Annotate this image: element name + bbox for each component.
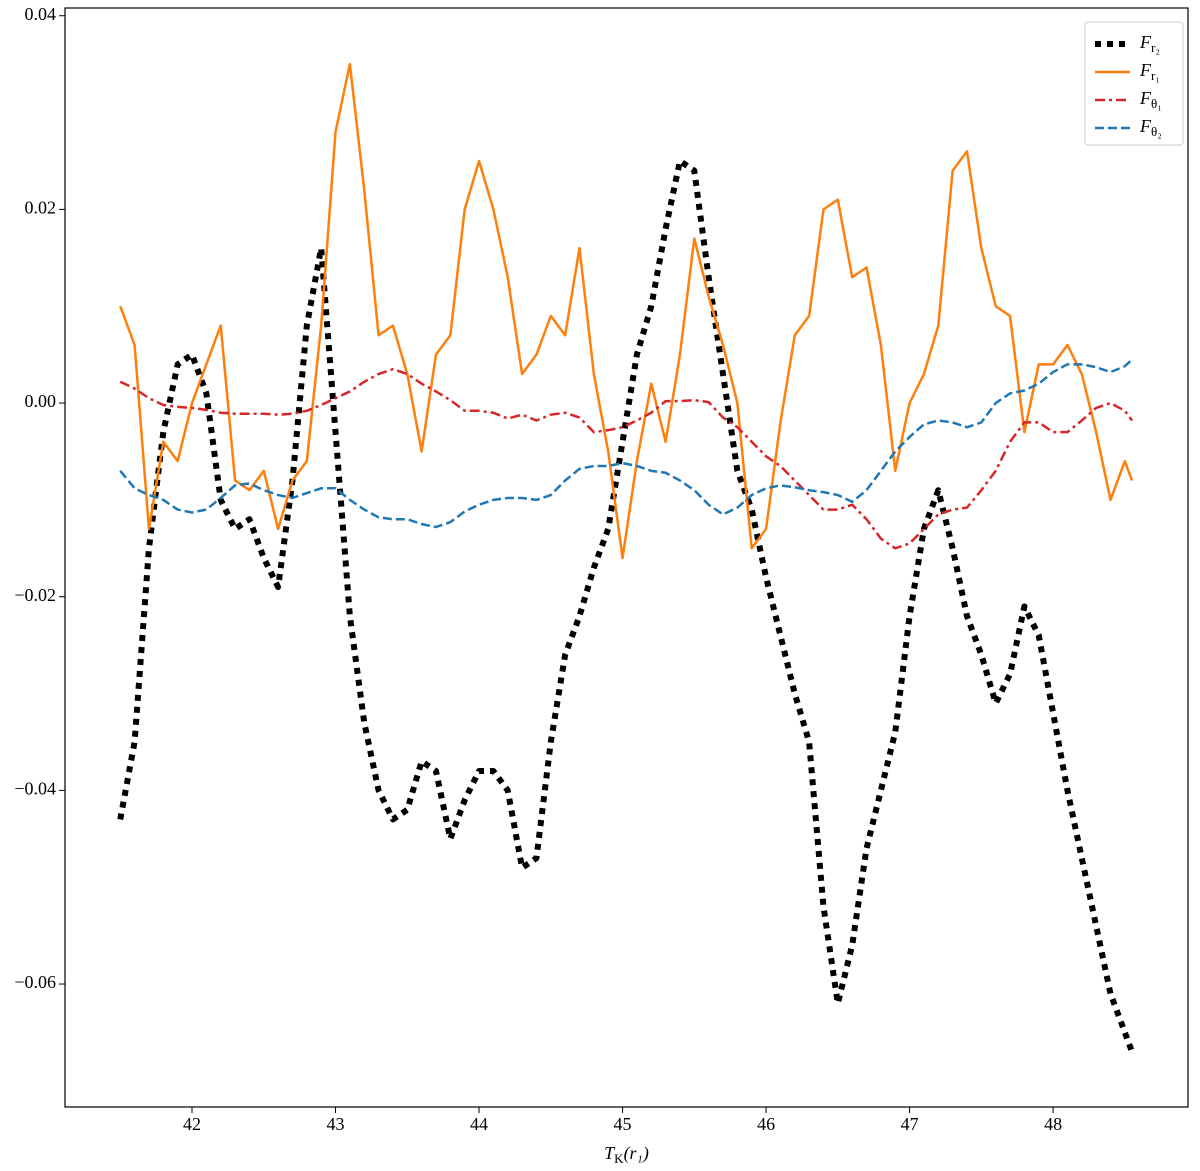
y-tick-label: 0.04 <box>25 4 57 24</box>
x-tick-label: 42 <box>183 1114 201 1134</box>
y-tick-label: −0.02 <box>14 585 56 605</box>
y-tick-label: −0.04 <box>14 778 56 798</box>
x-tick-label: 45 <box>614 1114 632 1134</box>
legend-label-part: r₁ <box>1151 68 1160 83</box>
x-axis-label-part: K <box>614 1151 624 1166</box>
y-tick-label: 0.02 <box>25 198 57 218</box>
legend-label-part: r₂ <box>1151 40 1160 55</box>
x-tick-label: 47 <box>901 1114 919 1134</box>
x-axis-label: TK(r₁) <box>604 1143 649 1166</box>
x-tick-label: 48 <box>1044 1114 1062 1134</box>
series-line <box>119 62 1134 560</box>
plot-frame <box>64 7 1189 1108</box>
series-line <box>119 358 1133 529</box>
series-line <box>119 367 1134 550</box>
legend-label-part: F <box>1139 116 1152 136</box>
x-axis-label-part: (r₁) <box>624 1143 649 1164</box>
y-tick-label: 0.00 <box>25 391 57 411</box>
legend-label: Fθ₂ <box>1139 116 1162 139</box>
legend-label-part: θ₁ <box>1151 96 1162 111</box>
legend-label: Fr₁ <box>1139 60 1160 83</box>
legend-label-part: F <box>1139 60 1152 80</box>
series-line <box>117 157 1135 1053</box>
legend-label: Fr₂ <box>1139 32 1160 55</box>
y-tick-label: −0.06 <box>14 972 56 992</box>
legend-label-part: θ₂ <box>1151 124 1162 139</box>
x-tick-label: 44 <box>470 1114 488 1134</box>
x-axis-label-part: T <box>604 1143 616 1163</box>
legend-box <box>1084 21 1184 146</box>
legend-label-part: F <box>1139 32 1152 52</box>
x-tick-label: 43 <box>327 1114 345 1134</box>
legend-label: Fθ₁ <box>1139 88 1162 111</box>
x-tick-label: 46 <box>757 1114 775 1134</box>
legend-label-part: F <box>1139 88 1152 108</box>
